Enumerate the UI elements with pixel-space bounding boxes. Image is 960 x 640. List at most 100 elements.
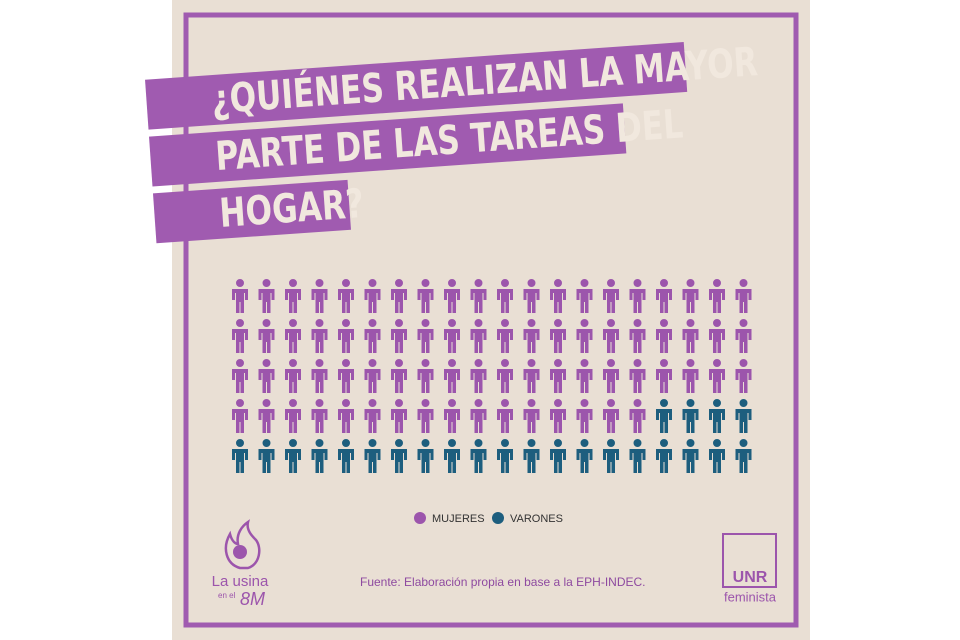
person-icon bbox=[603, 399, 619, 433]
person-icon bbox=[629, 399, 646, 433]
person-icon bbox=[576, 279, 593, 313]
person-icon bbox=[417, 319, 434, 353]
person-icon bbox=[735, 319, 752, 353]
person-icon bbox=[285, 399, 301, 433]
person-icon bbox=[656, 399, 672, 433]
person-icon bbox=[550, 399, 566, 433]
person-icon bbox=[444, 399, 460, 433]
person-icon bbox=[338, 279, 354, 313]
legend-label: VARONES bbox=[510, 513, 563, 525]
person-icon bbox=[391, 359, 407, 393]
person-icon bbox=[391, 279, 407, 313]
legend-label: MUJERES bbox=[432, 513, 485, 525]
person-icon bbox=[258, 319, 275, 353]
person-icon bbox=[629, 439, 646, 473]
person-icon bbox=[550, 439, 566, 473]
person-icon bbox=[338, 359, 354, 393]
person-icon bbox=[391, 319, 407, 353]
person-icon bbox=[523, 399, 540, 433]
usina-name: La usina bbox=[212, 573, 269, 590]
person-icon bbox=[682, 319, 699, 353]
person-icon bbox=[232, 279, 248, 313]
person-icon bbox=[656, 359, 672, 393]
flame-icon bbox=[224, 519, 261, 570]
person-icon bbox=[311, 279, 328, 313]
title-line: HOGAR? bbox=[218, 181, 365, 237]
person-icon bbox=[258, 279, 275, 313]
unr-box bbox=[722, 533, 777, 588]
person-icon bbox=[391, 399, 407, 433]
pictogram bbox=[232, 279, 752, 473]
person-icon bbox=[735, 359, 752, 393]
person-icon bbox=[470, 319, 487, 353]
person-icon bbox=[232, 399, 248, 433]
person-icon bbox=[576, 439, 593, 473]
person-icon bbox=[709, 439, 725, 473]
person-icon bbox=[497, 439, 513, 473]
person-icon bbox=[576, 359, 593, 393]
person-icon bbox=[285, 279, 301, 313]
flame-core bbox=[233, 545, 247, 559]
person-icon bbox=[338, 319, 354, 353]
person-icon bbox=[709, 359, 725, 393]
legend-swatch bbox=[414, 512, 426, 524]
person-icon bbox=[470, 279, 487, 313]
person-icon bbox=[417, 439, 434, 473]
person-icon bbox=[709, 399, 725, 433]
unr-sub: feminista bbox=[724, 589, 777, 604]
person-icon bbox=[735, 399, 752, 433]
source: Fuente: Elaboración propia en base a la … bbox=[360, 575, 646, 589]
title-banner bbox=[149, 103, 627, 187]
person-icon bbox=[470, 439, 487, 473]
person-icon bbox=[364, 399, 381, 433]
person-icon bbox=[232, 319, 248, 353]
person-icon bbox=[285, 319, 301, 353]
unr-logo: UNR feminista bbox=[722, 533, 777, 604]
person-icon bbox=[285, 359, 301, 393]
person-icon bbox=[364, 279, 381, 313]
person-icon bbox=[629, 359, 646, 393]
person-icon bbox=[417, 399, 434, 433]
person-icon bbox=[364, 359, 381, 393]
person-icon bbox=[417, 279, 434, 313]
person-icon bbox=[576, 319, 593, 353]
person-icon bbox=[735, 439, 752, 473]
person-icon bbox=[682, 439, 699, 473]
person-icon bbox=[338, 399, 354, 433]
person-icon bbox=[232, 439, 248, 473]
person-icon bbox=[523, 439, 540, 473]
person-icon bbox=[629, 319, 646, 353]
frame bbox=[183, 12, 799, 628]
person-icon bbox=[311, 319, 328, 353]
usina-8m: 8M bbox=[240, 589, 265, 609]
person-icon bbox=[417, 359, 434, 393]
person-icon bbox=[470, 359, 487, 393]
person-icon bbox=[258, 399, 275, 433]
person-icon bbox=[523, 279, 540, 313]
person-icon bbox=[550, 279, 566, 313]
legend: MUJERES VARONES bbox=[414, 512, 563, 525]
person-icon bbox=[285, 439, 301, 473]
person-icon bbox=[232, 359, 248, 393]
person-icon bbox=[682, 359, 699, 393]
person-icon bbox=[391, 439, 407, 473]
person-icon bbox=[656, 279, 672, 313]
usina-logo: La usina en el 8M bbox=[212, 519, 269, 609]
usina-en-el: en el bbox=[218, 591, 236, 600]
person-icon bbox=[444, 279, 460, 313]
person-icon bbox=[603, 439, 619, 473]
person-icon bbox=[497, 359, 513, 393]
person-icon bbox=[444, 439, 460, 473]
person-icon bbox=[629, 279, 646, 313]
title-banner bbox=[145, 42, 688, 130]
person-icon bbox=[311, 439, 328, 473]
person-icon bbox=[709, 319, 725, 353]
person-icon bbox=[550, 359, 566, 393]
person-icon bbox=[258, 439, 275, 473]
person-icon bbox=[497, 399, 513, 433]
person-icon bbox=[338, 439, 354, 473]
person-icon bbox=[656, 439, 672, 473]
unr-text: UNR bbox=[733, 569, 768, 586]
